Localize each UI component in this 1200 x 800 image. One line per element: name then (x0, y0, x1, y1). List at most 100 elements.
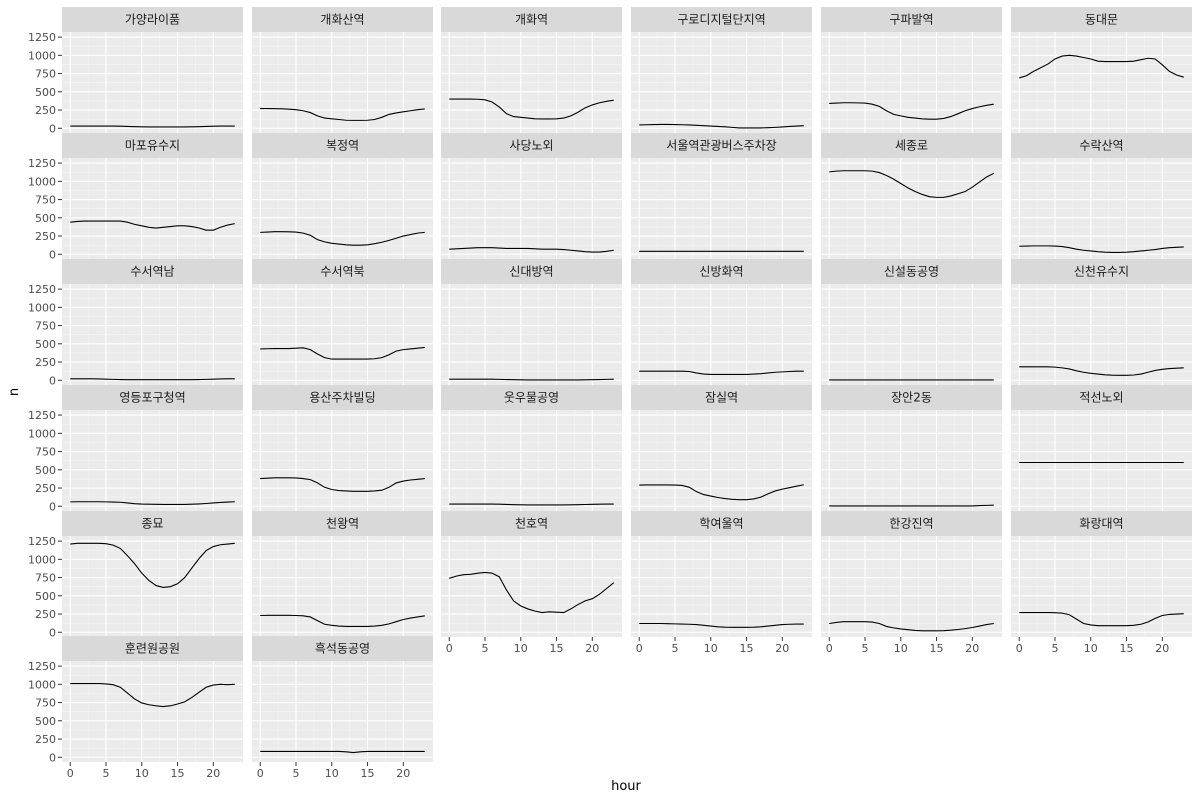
facet-panel: 개화산역 (252, 7, 433, 133)
facet-strip-label: 신천유수지 (1074, 264, 1129, 279)
y-tick-label: 500 (35, 86, 56, 99)
facet-panel: 신천유수지 (1011, 259, 1192, 385)
x-tick-label: 10 (325, 767, 339, 780)
y-tick-label: 500 (35, 715, 56, 728)
series-line (829, 504, 994, 507)
y-tick-label: 1000 (28, 175, 56, 188)
facet-strip (441, 133, 622, 158)
facet-strip (631, 259, 812, 284)
x-tick-label: 20 (396, 767, 410, 780)
facet-panel: 영등포구청역 0 250 500 750 1000 1250 (28, 385, 243, 513)
facet-strip-label: 수락산역 (1079, 139, 1123, 153)
facet-strip (441, 511, 622, 536)
facet-strip-label: 학여울역 (699, 517, 743, 531)
facet-strip-label: 신대방역 (509, 265, 553, 279)
x-tick-label: 0 (636, 642, 643, 655)
facet-strip (821, 385, 1002, 410)
facet-strip-label: 수서역북 (320, 265, 364, 279)
y-tick-label: 250 (35, 356, 56, 369)
facet-panel: 학여울역 0 5 10 15 20 (631, 511, 812, 655)
x-tick-label: 10 (514, 642, 528, 655)
facet-panel: 신설동공영 (821, 259, 1002, 385)
facet-strip-label: 적선노외 (1079, 391, 1123, 405)
facet-strip (441, 385, 622, 410)
series-line (70, 125, 235, 128)
facet-panel: 수락산역 (1011, 133, 1192, 259)
series-line (1019, 366, 1184, 376)
facet-strip (1011, 133, 1192, 158)
facet-panel: 용산주차빌딩 (252, 385, 433, 511)
facet-strip-label: 신방화역 (699, 265, 743, 279)
series-line (260, 614, 425, 627)
facet-panel: 천호역 0 5 10 15 20 (441, 511, 622, 655)
y-tick-label: 1000 (28, 49, 56, 62)
facet-strip (821, 511, 1002, 536)
x-tick-label: 15 (740, 642, 754, 655)
facet-strip-label: 구로디지털단지역 (677, 13, 765, 27)
facet-strip-label: 종묘 (141, 517, 163, 531)
facet-strip (441, 259, 622, 284)
series-line (829, 102, 994, 120)
y-tick-label: 1000 (28, 427, 56, 440)
facet-strip (1011, 7, 1192, 32)
facet-strip-label: 한강진역 (889, 517, 933, 531)
facet-panel: 신방화역 (631, 259, 812, 385)
x-tick-label: 5 (102, 767, 109, 780)
x-tick-label: 10 (894, 642, 908, 655)
y-tick-label: 750 (35, 320, 56, 333)
facet-panel: 동대문 (1011, 7, 1192, 133)
facet-panel: 천왕역 (252, 511, 433, 637)
series-line (1019, 612, 1184, 627)
facet-strip (631, 511, 812, 536)
series-line (260, 231, 425, 246)
series-line (639, 370, 804, 375)
y-tick-label: 250 (35, 608, 56, 621)
facet-strip-label: 신설동공영 (884, 265, 939, 279)
y-tick-label: 0 (49, 626, 56, 639)
x-tick-label: 20 (1155, 642, 1169, 655)
x-tick-label: 20 (965, 642, 979, 655)
series-line (639, 123, 804, 129)
facet-strip (62, 511, 243, 536)
x-axis-title: hour (611, 779, 641, 794)
facet-strip-label: 웃우물공영 (504, 391, 559, 405)
x-tick-label: 0 (826, 642, 833, 655)
y-tick-label: 0 (49, 500, 56, 513)
facet-strip-label: 영등포구청역 (119, 391, 185, 405)
series-line (449, 98, 614, 120)
x-tick-label: 15 (361, 767, 375, 780)
facet-strip-label: 수서역남 (130, 265, 174, 279)
facet-strip-label: 훈련원공원 (125, 642, 180, 656)
x-tick-label: 0 (257, 767, 264, 780)
facet-strip-label: 가양라이품 (125, 13, 180, 27)
facet-strip-label: 천왕역 (326, 516, 359, 531)
y-axis-title: n (7, 388, 22, 396)
facet-strip-label: 장안2동 (891, 391, 932, 405)
facet-strip (252, 7, 433, 32)
facet-strip (821, 259, 1002, 284)
facet-strip-label: 구파발역 (889, 13, 933, 27)
x-tick-label: 15 (930, 642, 944, 655)
y-tick-label: 1000 (28, 301, 56, 314)
facet-panel: 마포유수지 0 250 500 750 1000 1250 (28, 133, 243, 261)
y-tick-label: 500 (35, 590, 56, 603)
facet-strip-label: 용산주차빌딩 (309, 391, 375, 405)
facet-strip-label: 화랑대역 (1079, 517, 1123, 531)
series-line (639, 622, 804, 628)
facet-strip (62, 385, 243, 410)
facet-strip-label: 세종로 (895, 139, 928, 153)
x-tick-label: 15 (1120, 642, 1134, 655)
y-tick-label: 1250 (28, 283, 56, 296)
facet-strip-label: 복정역 (326, 139, 359, 153)
facet-panel: 구파발역 (821, 7, 1002, 133)
y-tick-label: 500 (35, 338, 56, 351)
series-line (260, 108, 425, 121)
x-tick-label: 5 (292, 767, 299, 780)
facet-strip (441, 7, 622, 32)
y-tick-label: 0 (49, 751, 56, 764)
facet-strip (1011, 259, 1192, 284)
x-tick-label: 10 (1084, 642, 1098, 655)
facet-panel: 종묘 0 250 500 750 1000 1250 (28, 511, 243, 639)
series-line (70, 378, 235, 381)
